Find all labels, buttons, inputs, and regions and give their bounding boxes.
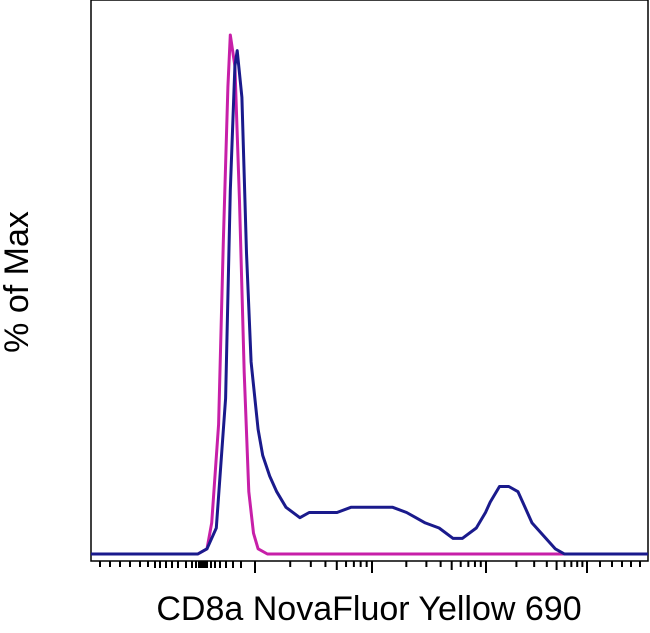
y-axis-label: % of Max [0, 211, 36, 353]
series-layer [91, 33, 648, 556]
plot-frame [90, 0, 649, 562]
x-axis-label: CD8a NovaFluor Yellow 690 [156, 590, 581, 628]
series-line-2 [91, 49, 648, 556]
x-axis-ticks [99, 561, 641, 573]
